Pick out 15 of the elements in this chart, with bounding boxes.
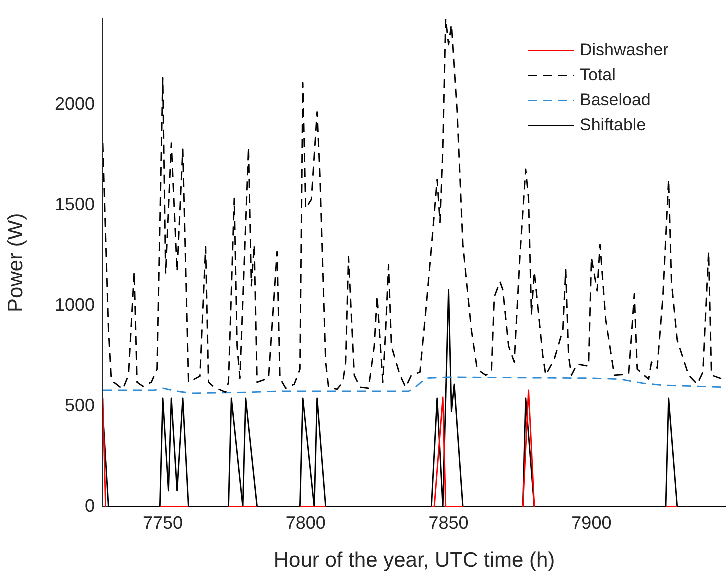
y-tick-label: 1000	[54, 295, 95, 316]
legend-label: Dishwasher	[580, 40, 670, 60]
y-tick-label: 0	[84, 496, 95, 516]
y-axis-title: Power (W)	[4, 213, 28, 312]
y-tick-label: 1500	[54, 194, 95, 215]
legend-label: Shiftable	[580, 115, 646, 134]
x-axis-title: Hour of the year, UTC time (h)	[274, 549, 556, 572]
y-tick-label: 2000	[54, 94, 95, 114]
x-tick-label: 7750	[142, 512, 184, 533]
legend-label: Total	[580, 65, 616, 84]
x-tick-label: 7800	[286, 512, 326, 533]
legend-label: Baseload	[580, 90, 651, 110]
x-tick-label: 7900	[572, 512, 612, 533]
y-tick-label: 500	[64, 396, 95, 416]
x-tick-label: 7850	[428, 512, 469, 533]
